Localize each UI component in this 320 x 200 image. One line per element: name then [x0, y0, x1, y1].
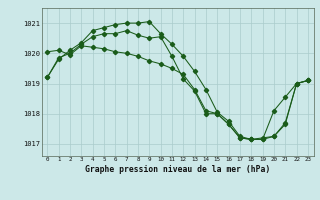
X-axis label: Graphe pression niveau de la mer (hPa): Graphe pression niveau de la mer (hPa) — [85, 165, 270, 174]
